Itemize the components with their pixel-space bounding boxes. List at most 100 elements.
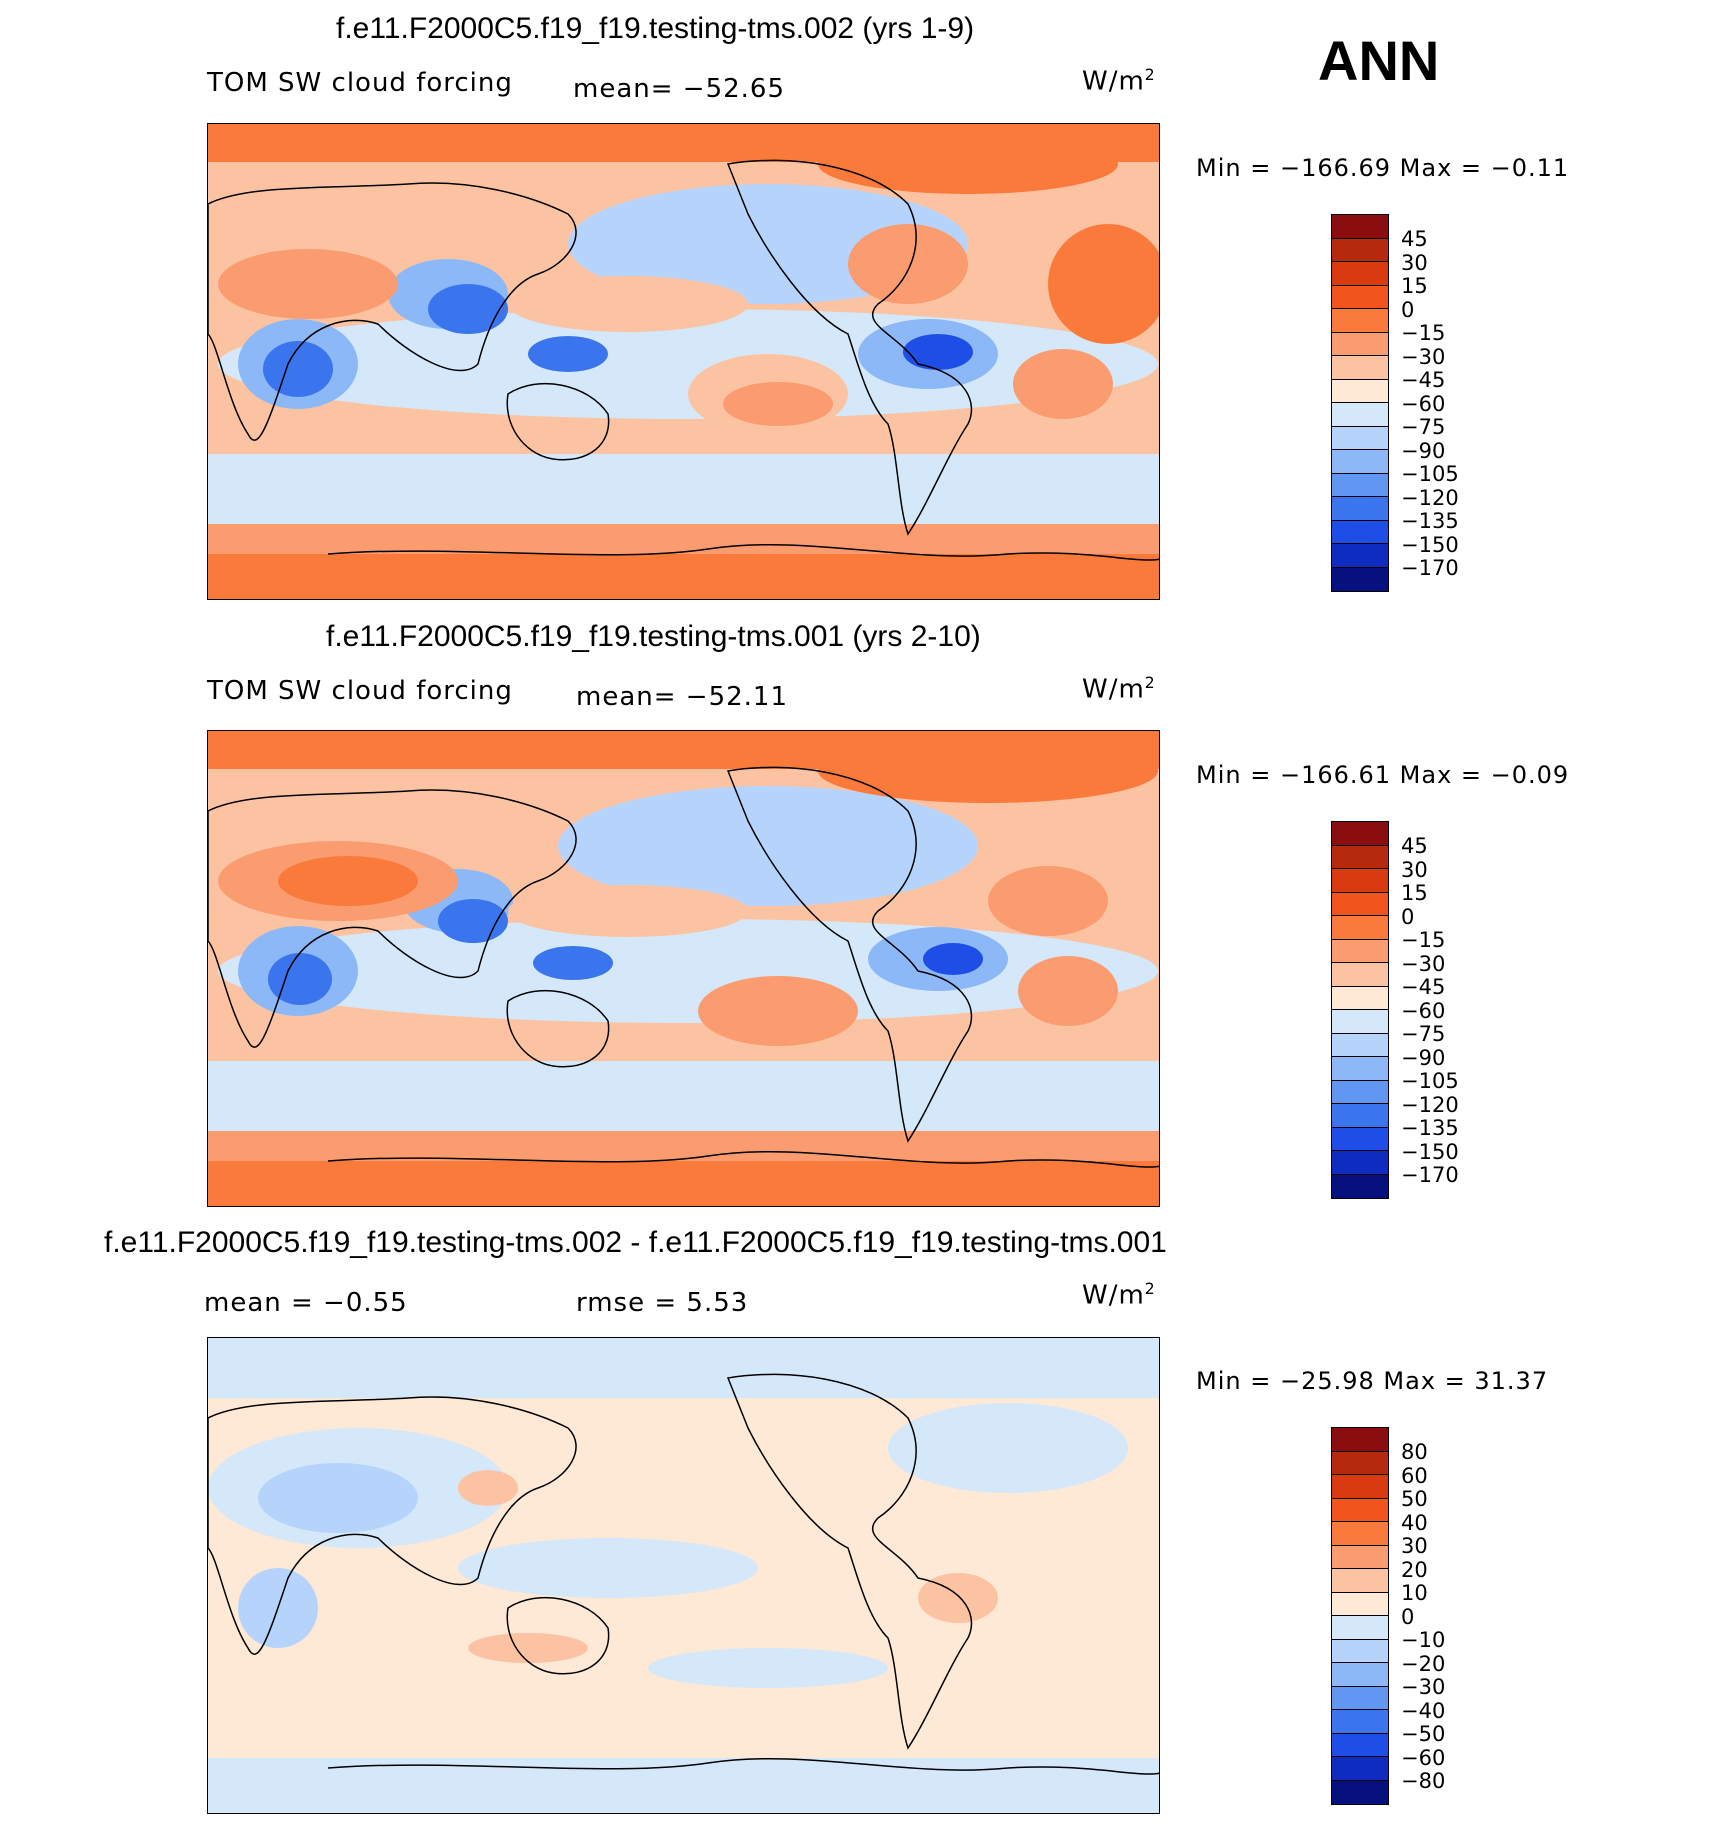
colorbar-swatch — [1332, 1616, 1388, 1640]
colorbar-level-label: −60 — [1401, 998, 1446, 1023]
colorbar-swatch — [1332, 892, 1388, 916]
units-exponent: 2 — [1144, 674, 1156, 692]
colorbar-swatch — [1332, 215, 1388, 239]
colorbar-swatch — [1332, 1010, 1388, 1034]
colorbar-level-label: −120 — [1401, 485, 1459, 510]
colorbar-swatch — [1332, 473, 1388, 497]
colorbar-level-label: −150 — [1401, 1139, 1459, 1164]
colorbar-level-label: −75 — [1401, 1022, 1446, 1046]
colorbar-level-label: 30 — [1401, 250, 1428, 275]
colorbar-swatch — [1332, 1057, 1388, 1081]
panel2-minmax: Min = −166.61 Max = −0.09 — [1196, 761, 1570, 789]
panel3-minmax: Min = −25.98 Max = 31.37 — [1196, 1367, 1549, 1395]
colorbar-swatch — [1332, 1733, 1388, 1757]
panel1-variable: TOM SW cloud forcing — [207, 68, 513, 98]
colorbar-swatch — [1332, 1475, 1388, 1499]
colorbar-swatch — [1332, 309, 1388, 333]
colorbar-level-label: −170 — [1401, 1163, 1459, 1187]
panel2-map — [207, 730, 1160, 1207]
colorbar-swatch — [1332, 1428, 1388, 1452]
colorbar-level-label: −120 — [1401, 1092, 1459, 1117]
colorbar-level-label: −40 — [1401, 1698, 1446, 1723]
colorbar-swatches — [1331, 214, 1389, 592]
panel1-title: f.e11.F2000C5.f19_f19.testing-tms.002 (y… — [336, 12, 975, 45]
season-label: ANN — [1318, 29, 1440, 92]
colorbar-swatch — [1332, 1639, 1388, 1663]
colorbar-level-label: 40 — [1401, 1510, 1428, 1535]
colorbar-level-label: 30 — [1401, 1534, 1428, 1558]
panel1-mean: mean= −52.65 — [573, 74, 786, 104]
colorbar-level-label: 30 — [1401, 857, 1428, 882]
colorbar-swatch — [1332, 426, 1388, 450]
colorbar-level-label: 20 — [1401, 1557, 1428, 1582]
colorbar-level-label: −60 — [1401, 391, 1446, 416]
colorbar-level-label: −90 — [1401, 438, 1446, 463]
colorbar-swatch — [1332, 1522, 1388, 1546]
colorbar-level-label: 15 — [1401, 881, 1428, 905]
colorbar-level-label: 45 — [1401, 227, 1428, 251]
colorbar-swatch — [1332, 1663, 1388, 1687]
colorbar-swatch — [1332, 379, 1388, 403]
colorbar-swatch — [1332, 1127, 1388, 1151]
panel2-title: f.e11.F2000C5.f19_f19.testing-tms.001 (y… — [326, 620, 981, 653]
colorbar-swatch — [1332, 986, 1388, 1010]
colorbar-swatch — [1332, 939, 1388, 963]
colorbar-swatch — [1332, 845, 1388, 869]
colorbar-level-label: −45 — [1401, 975, 1446, 999]
colorbar-swatch — [1332, 1545, 1388, 1569]
colorbar-swatch — [1332, 963, 1388, 987]
colorbar-level-label: −45 — [1401, 368, 1446, 392]
colorbar-level-label: −30 — [1401, 951, 1446, 976]
colorbar-swatch — [1332, 1451, 1388, 1475]
colorbar-swatch — [1332, 869, 1388, 893]
colorbar-level-label: −105 — [1401, 1069, 1459, 1093]
colorbar-level-label: 0 — [1401, 904, 1415, 929]
units-text: W/m — [1082, 66, 1145, 97]
colorbar-swatch — [1332, 497, 1388, 521]
colorbar-swatch — [1332, 1569, 1388, 1593]
panel2-colorbar: 45 30 15 0 −15 −30 −45 −60 −75 −90 −105 −120 −135 −15… — [1331, 821, 1459, 1199]
colorbar-level-label: −20 — [1401, 1651, 1446, 1676]
colorbar-swatch — [1332, 544, 1388, 568]
colorbar-level-label: −80 — [1401, 1769, 1446, 1793]
colorbar-level-label: 0 — [1401, 1604, 1415, 1629]
colorbar-swatches — [1331, 1427, 1389, 1805]
units-exponent: 2 — [1144, 66, 1156, 84]
colorbar-level-label: −75 — [1401, 415, 1446, 439]
panel1-map — [207, 123, 1160, 600]
colorbar-level-label: −135 — [1401, 1116, 1459, 1140]
panel3-colorbar: 80 60 50 40 30 20 10 0 −10 −20 −30 −40 −50 −60 −80 — [1331, 1427, 1445, 1805]
colorbar-level-label: −170 — [1401, 556, 1459, 580]
panel3-mean: mean = −0.55 — [204, 1288, 408, 1318]
colorbar-swatch — [1332, 1710, 1388, 1734]
colorbar-level-label: −60 — [1401, 1745, 1446, 1770]
colorbar-level-label: −50 — [1401, 1722, 1446, 1746]
panel1-minmax: Min = −166.69 Max = −0.11 — [1196, 154, 1570, 182]
panel2-mean: mean= −52.11 — [576, 682, 789, 712]
colorbar-level-label: −90 — [1401, 1045, 1446, 1070]
panel1-units: W/m2 — [1082, 66, 1156, 97]
units-text: W/m — [1082, 674, 1145, 705]
colorbar-level-label: −30 — [1401, 1675, 1446, 1699]
colorbar-swatch — [1332, 1686, 1388, 1710]
colorbar-swatch — [1332, 916, 1388, 940]
panel1-colorbar: 45 30 15 0 −15 −30 −45 −60 −75 −90 −105 −120 −135 −15… — [1331, 214, 1459, 592]
units-text: W/m — [1082, 1280, 1145, 1311]
panel3-rmse: rmse = 5.53 — [576, 1288, 749, 1318]
colorbar-level-label: 80 — [1401, 1440, 1428, 1464]
colorbar-swatch — [1332, 450, 1388, 474]
units-exponent: 2 — [1144, 1280, 1156, 1298]
colorbar-swatch — [1332, 1498, 1388, 1522]
colorbar-level-label: −105 — [1401, 462, 1459, 486]
colorbar-swatch — [1332, 1174, 1388, 1198]
colorbar-swatch — [1332, 1033, 1388, 1057]
colorbar-swatch — [1332, 356, 1388, 380]
colorbar-swatch — [1332, 567, 1388, 591]
panel3-units: W/m2 — [1082, 1280, 1156, 1311]
colorbar-level-label: 15 — [1401, 274, 1428, 298]
colorbar-swatch — [1332, 1592, 1388, 1616]
colorbar-swatches — [1331, 821, 1389, 1199]
colorbar-swatch — [1332, 285, 1388, 309]
colorbar-swatch — [1332, 822, 1388, 846]
colorbar-swatch — [1332, 1104, 1388, 1128]
